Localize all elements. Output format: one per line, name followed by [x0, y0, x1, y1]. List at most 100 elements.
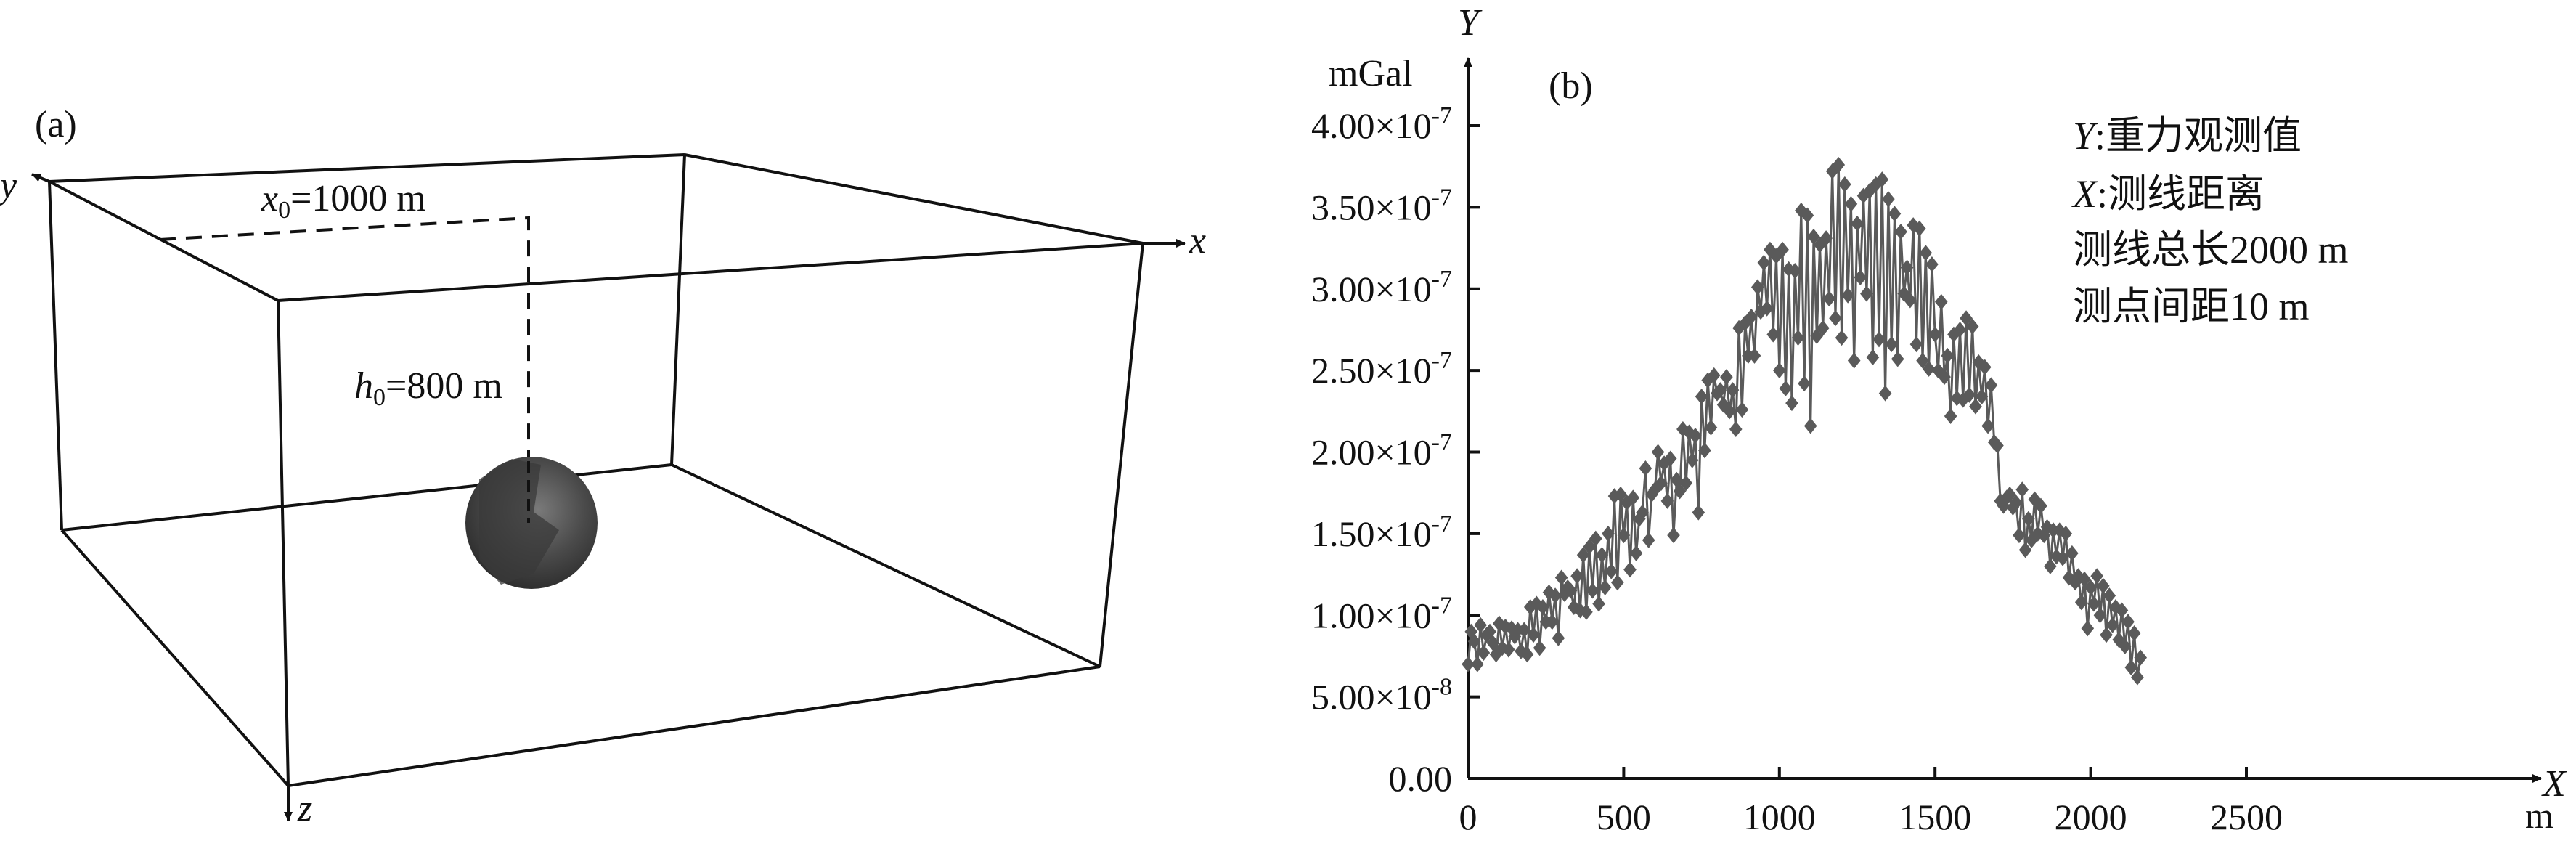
y-tick-label: 1.00×10-7 [1311, 592, 1452, 635]
data-point [2134, 649, 2148, 666]
y-tick-label: 3.50×10-7 [1311, 184, 1452, 227]
data-point [2056, 550, 2069, 566]
data-point [1732, 320, 1745, 336]
panel-a-label: (a) [35, 104, 77, 145]
data-point [1947, 326, 1960, 343]
data-point [1788, 263, 1802, 280]
data-point [1801, 207, 1814, 224]
data-point [2106, 617, 2119, 633]
x-tick-label: 500 [1597, 797, 1651, 837]
data-point [1866, 349, 1880, 366]
data-point [2087, 595, 2100, 612]
data-point [1950, 390, 1964, 407]
data-point [1549, 587, 1562, 604]
box-edge [1099, 243, 1144, 667]
data-point [1701, 372, 1714, 389]
box-edge [277, 242, 1144, 302]
data-point [1912, 220, 1926, 237]
data-point [1897, 285, 1911, 302]
data-point [2078, 571, 2091, 587]
data-point [1779, 380, 1793, 396]
data-point [2013, 527, 2026, 544]
axis-z-label: z [297, 788, 312, 829]
data-point [1944, 408, 1957, 425]
data-point [1720, 369, 1733, 386]
data-point [1735, 402, 1749, 418]
y-unit-label: mGal [1329, 53, 1413, 94]
data-point [1611, 574, 1624, 591]
data-point [1832, 156, 1846, 173]
data-point [2006, 499, 2020, 516]
box-edge [48, 181, 63, 531]
y-axis-title: Y [1458, 2, 1483, 44]
data-point [2090, 568, 2103, 585]
data-point [1904, 292, 1917, 309]
data-point [1807, 228, 1820, 245]
x-tick-label: 2500 [2210, 797, 2283, 837]
data-point [1536, 599, 1549, 616]
data-point [1997, 497, 2010, 514]
data-point [1685, 452, 1699, 468]
data-point [1909, 336, 1923, 353]
data-point [1844, 195, 1858, 212]
data-point [1991, 437, 2004, 454]
data-point [1847, 352, 1861, 369]
data-point [1795, 202, 1808, 219]
y-tick-label: 1.50×10-7 [1311, 511, 1452, 554]
y-axis-arrow [31, 173, 50, 183]
data-point [1542, 584, 1556, 601]
data-point [1941, 347, 1955, 364]
x-tick-label: 0 [1459, 797, 1477, 837]
data-point [1934, 293, 1948, 310]
data-point [2096, 577, 2110, 594]
data-point [2044, 558, 2057, 574]
data-point [1471, 656, 1484, 672]
data-point [1576, 547, 1590, 564]
data-point [1931, 362, 1945, 379]
data-point [2081, 620, 2095, 637]
data-point [1984, 377, 1998, 394]
data-point [1841, 287, 1854, 304]
data-point [2103, 587, 2116, 604]
data-point [2059, 525, 2073, 542]
data-point [1629, 545, 1643, 561]
data-point [2115, 602, 2129, 619]
data-point [1552, 630, 1565, 646]
data-point [1962, 386, 1976, 403]
box-edge [277, 300, 290, 786]
data-point [2066, 545, 2079, 561]
legend-line-4: 测点间距10 m [2073, 285, 2310, 328]
data-point [1965, 318, 1979, 335]
data-point [1501, 641, 1515, 658]
data-point [1726, 382, 1740, 399]
axis-x-label: x [1189, 220, 1206, 261]
data-point [1477, 644, 1491, 661]
data-point [2084, 579, 2098, 596]
data-point [1648, 481, 1662, 498]
data-point [1928, 326, 1941, 343]
box-edges [48, 153, 1144, 787]
data-point [1750, 279, 1764, 296]
data-point [2121, 614, 2135, 630]
data-point [1825, 163, 1839, 179]
x-axis-title: X [2541, 763, 2567, 805]
data-point [1474, 617, 1487, 633]
depth-guide-dashed [159, 216, 530, 461]
data-point [1645, 486, 1658, 503]
data-point [2124, 659, 2138, 676]
data-point [2009, 495, 2023, 511]
data-point [1533, 640, 1546, 656]
data-point [1636, 504, 1649, 521]
data-point [1978, 359, 1992, 375]
chart-series [1462, 156, 2148, 686]
data-point [1695, 389, 1708, 405]
data-point [2093, 607, 2107, 624]
data-point [1595, 547, 1609, 564]
legend-line-1: Y:重力观测值 [2073, 114, 2302, 158]
data-point [1592, 595, 1605, 612]
data-point [2100, 627, 2113, 643]
data-point [1838, 176, 1851, 192]
data-point [1891, 351, 1904, 367]
data-point [1878, 385, 1892, 402]
data-point [1938, 369, 1951, 386]
